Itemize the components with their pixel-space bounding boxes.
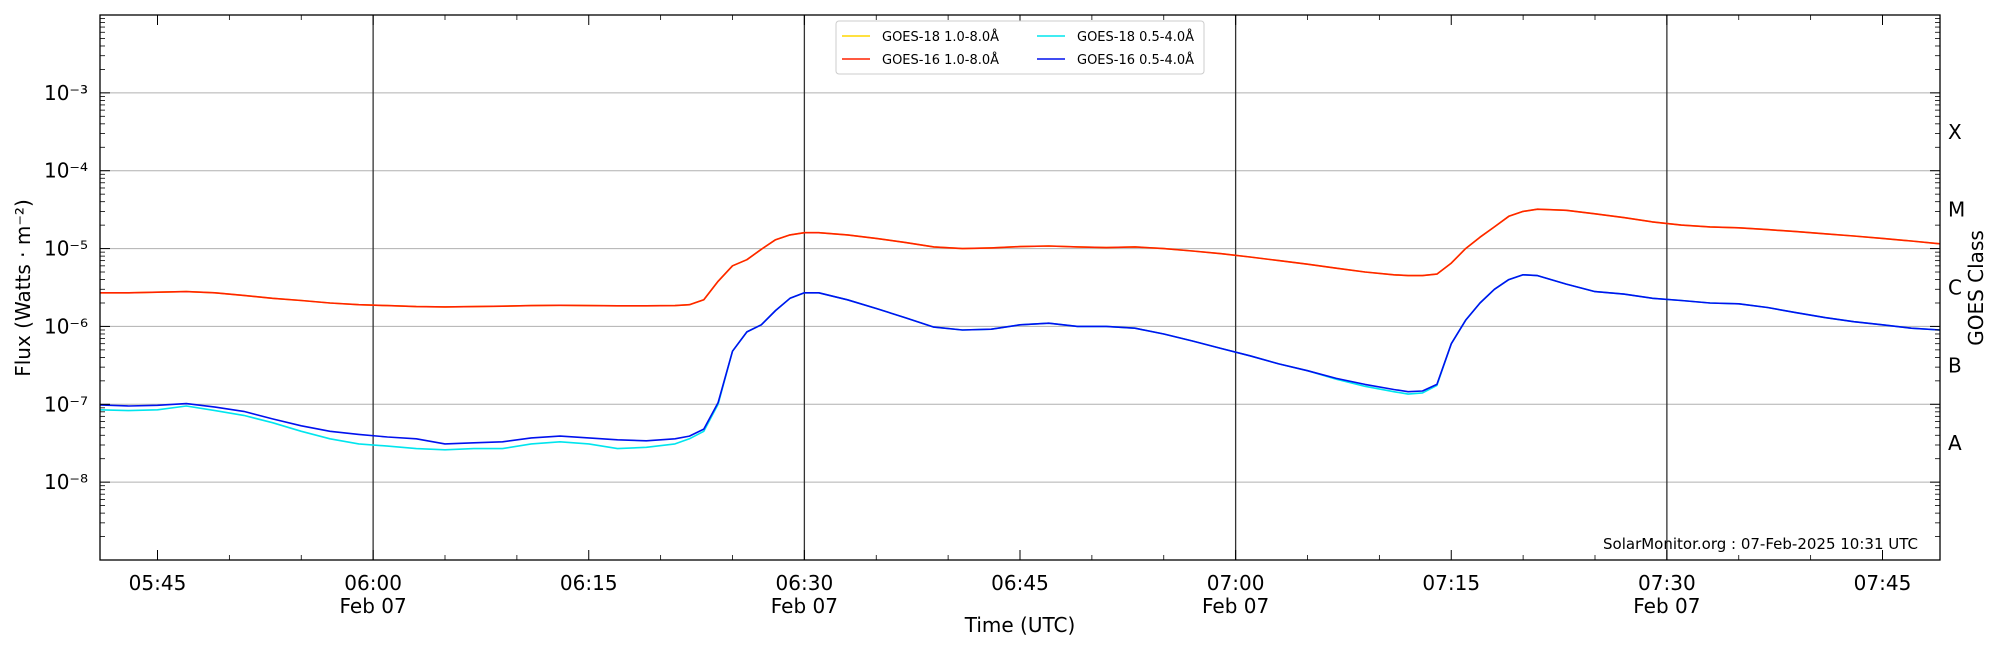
- x-tick-date-label: Feb 07: [1202, 594, 1269, 618]
- goes-class-label: M: [1948, 198, 1965, 222]
- y-axis-title: Flux (Watts · m⁻²): [11, 199, 35, 377]
- goes-class-label: C: [1948, 276, 1962, 300]
- legend-label: GOES-18 1.0-8.0Å: [882, 29, 999, 45]
- grid-lines: [100, 92, 1940, 483]
- x-tick-label: 07:15: [1422, 571, 1480, 595]
- legend-label: GOES-16 0.5-4.0Å: [1077, 52, 1194, 68]
- half-hour-lines: [372, 15, 1668, 560]
- x-tick-label: 07:00: [1207, 571, 1265, 595]
- goes-class-label: B: [1948, 353, 1962, 377]
- legend-box: [835, 20, 1205, 75]
- series-line-goes-18-0-5-4-0: [99, 273, 1941, 451]
- y-tick-label: 10⁻⁵: [44, 237, 88, 261]
- x-tick-date-label: Feb 07: [340, 594, 407, 618]
- series-lines: [99, 208, 1941, 451]
- goes-class-label: X: [1948, 120, 1962, 144]
- legend-label: GOES-16 1.0-8.0Å: [882, 52, 999, 68]
- series-line-goes-16-1-0-8-0: [100, 208, 1941, 308]
- x-tick-label: 05:45: [129, 571, 187, 595]
- x-tick-label: 06:45: [991, 571, 1049, 595]
- x-tick-label: 06:15: [560, 571, 618, 595]
- x-tick-label: 07:45: [1854, 571, 1912, 595]
- legend: GOES-18 1.0-8.0Å GOES-16 1.0-8.0Å GOES-18 …: [835, 20, 1205, 75]
- y-tick-label: 10⁻⁷: [44, 392, 88, 416]
- y-tick-label: 10⁻⁸: [44, 470, 88, 494]
- x-tick-label: 06:30: [776, 571, 834, 595]
- goes-class-axis-title: GOES Class: [1964, 230, 1988, 346]
- plot-frame: [99, 14, 1941, 561]
- source-annotation: SolarMonitor.org : 07-Feb-2025 10:31 UTC: [1603, 535, 1918, 553]
- x-tick-label: 06:00: [344, 571, 402, 595]
- y-tick-label: 10⁻⁶: [44, 314, 88, 338]
- y-tick-label: 10⁻³: [44, 81, 88, 105]
- x-tick-date-label: Feb 07: [1633, 594, 1700, 618]
- x-tick-label: 07:30: [1638, 571, 1696, 595]
- goes-class-label: A: [1948, 431, 1962, 455]
- x-tick-date-label: Feb 07: [771, 594, 838, 618]
- x-axis-title: Time (UTC): [964, 613, 1076, 637]
- series-line-goes-16-0-5-4-0: [99, 273, 1941, 445]
- y-tick-label: 10⁻⁴: [44, 159, 88, 183]
- legend-label: GOES-18 0.5-4.0Å: [1077, 29, 1194, 45]
